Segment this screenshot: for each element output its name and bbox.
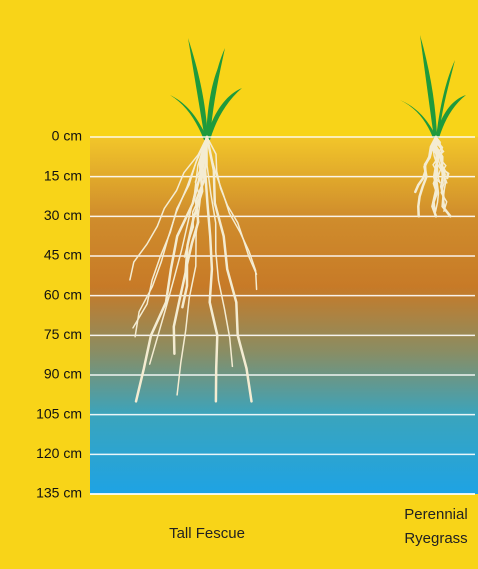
root bbox=[432, 135, 439, 213]
root-system bbox=[129, 135, 258, 403]
y-tick-label: 15 cm bbox=[44, 167, 82, 183]
root bbox=[434, 136, 447, 208]
root bbox=[205, 135, 253, 403]
root bbox=[132, 136, 208, 329]
root bbox=[432, 136, 440, 213]
root bbox=[183, 136, 208, 258]
y-tick-label: 30 cm bbox=[44, 207, 82, 223]
grass-blades bbox=[170, 35, 466, 140]
root bbox=[134, 135, 209, 403]
root bbox=[203, 135, 219, 403]
category-label: Tall Fescue bbox=[169, 525, 245, 542]
y-tick-label: 45 cm bbox=[44, 247, 82, 263]
y-tick-label: 135 cm bbox=[36, 485, 82, 501]
soil-area bbox=[90, 137, 478, 494]
root bbox=[129, 136, 208, 281]
y-tick-label: 75 cm bbox=[44, 326, 82, 342]
y-tick-label: 60 cm bbox=[44, 286, 82, 302]
category-label: Perennial Ryegrass bbox=[404, 506, 468, 547]
root bbox=[206, 136, 234, 368]
root-system bbox=[414, 135, 452, 218]
y-tick-label: 0 cm bbox=[52, 128, 82, 144]
root bbox=[176, 136, 208, 396]
root bbox=[148, 136, 208, 365]
y-tick-label: 90 cm bbox=[44, 366, 82, 382]
root bbox=[206, 136, 258, 291]
root bbox=[435, 136, 450, 180]
y-tick-label: 105 cm bbox=[36, 405, 82, 421]
y-tick-label: 120 cm bbox=[36, 445, 82, 461]
